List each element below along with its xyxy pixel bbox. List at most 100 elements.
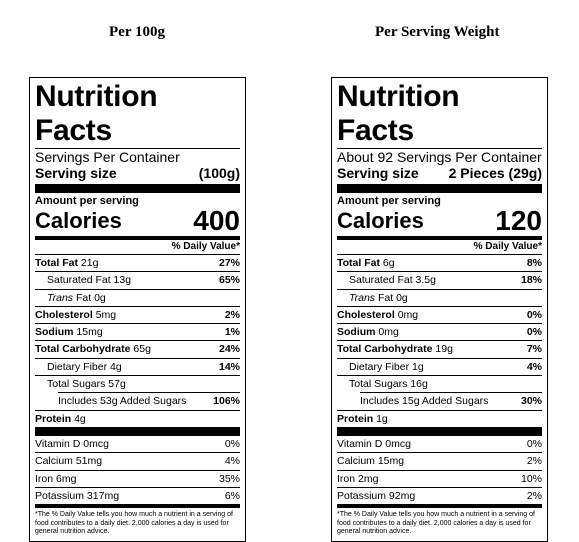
vitamin-label: Potassium 317mg	[35, 489, 120, 502]
nutrient-row-added-sugars: Includes 53g Added Sugars 106%	[58, 392, 240, 409]
nutrient-label: Dietary Fiber	[349, 360, 410, 373]
nutrient-row-total-sugars: Total Sugars 16g	[337, 375, 542, 392]
vitamin-label: Vitamin D 0mcg	[35, 437, 109, 450]
nutrient-dv: 14%	[218, 360, 240, 373]
nutrient-label: Dietary Fiber	[47, 360, 108, 373]
nutrient-label: Cholesterol	[35, 308, 93, 321]
calories-label: Calories	[35, 208, 122, 233]
calories-value: 120	[495, 205, 542, 236]
vitamin-row: Vitamin D 0mcg 0%	[35, 436, 240, 452]
daily-value-header: % Daily Value*	[473, 241, 542, 252]
nutrient-label: Trans	[47, 291, 74, 304]
vitamin-label: Calcium 51mg	[35, 455, 103, 468]
nutrient-dv: 106%	[213, 395, 240, 408]
vitamin-label: Vitamin D 0mcg	[337, 437, 411, 450]
nutrition-facts-title: Nutrition Facts	[35, 80, 158, 147]
nutrient-row-protein: Protein 4g	[35, 409, 240, 427]
nutrient-amount: 19g	[435, 343, 453, 356]
vitamin-dv: 4%	[224, 455, 240, 468]
vitamin-dv: 6%	[224, 489, 240, 502]
nutrient-label: Protein	[35, 412, 72, 425]
serving-size-value: (100g)	[198, 165, 240, 181]
nutrient-dv: 0%	[526, 308, 542, 321]
vitamin-label: Calcium 15mg	[337, 455, 405, 468]
nutrient-label: Trans	[349, 291, 376, 304]
nutrient-amount: 0mg	[397, 308, 419, 321]
vitamin-label: Potassium 92mg	[337, 489, 416, 502]
nutrient-amount: 1g	[412, 360, 424, 373]
nutrient-dv: 24%	[218, 343, 240, 356]
serving-size-row: Serving size (100g)	[35, 165, 240, 184]
vitamin-dv: 0%	[224, 437, 240, 450]
vitamin-row: Iron 6mg 35%	[35, 469, 240, 487]
nutrient-row-trans-fat: Trans Fat 0g	[35, 288, 240, 306]
vitamin-dv: 35%	[218, 472, 240, 485]
vitamin-dv: 0%	[526, 437, 542, 450]
calories-row: Calories 120	[337, 205, 542, 236]
nutrient-amount: 57g	[108, 378, 126, 391]
nutrient-amount: 13g	[113, 274, 132, 287]
nutrient-amount: 1g	[376, 412, 388, 425]
amount-per-serving: Amount per serving	[337, 195, 441, 207]
left-column-header: Per 100g	[109, 24, 165, 40]
calories-value: 400	[193, 205, 240, 236]
nutrient-row-dietary-fiber: Dietary Fiber 1g 4%	[337, 357, 542, 375]
nutrient-label: Sodium	[35, 326, 74, 339]
servings-per-container: Servings Per Container	[35, 149, 180, 165]
right-column-header: Per Serving Weight	[375, 24, 500, 40]
nutrient-amount: 21g	[80, 257, 99, 269]
daily-value-footnote: *The % Daily Value tells you how much a …	[35, 511, 233, 536]
nutrient-label: Total Fat	[337, 257, 380, 269]
nutrient-row-total-sugars: Total Sugars 57g	[35, 375, 240, 392]
nutrient-amount: Fat 0g	[75, 291, 106, 304]
nutrient-dv: 27%	[218, 257, 240, 269]
calories-row: Calories 400	[35, 205, 240, 236]
nutrient-dv: 1%	[224, 326, 240, 339]
serving-size-label: Serving size	[35, 165, 117, 181]
nutrient-label: Saturated Fat	[47, 274, 111, 287]
nutrition-label-per-100g: Nutrition Facts Servings Per Container S…	[29, 77, 246, 542]
nutrient-row-sodium: Sodium 15mg 1%	[35, 323, 240, 340]
serving-size-label: Serving size	[337, 165, 419, 181]
vitamin-label: Iron 2mg	[337, 472, 379, 485]
nutrient-label: Total Carbohydrate	[35, 343, 131, 356]
vitamin-row: Vitamin D 0mcg 0%	[337, 436, 542, 452]
nutrient-row-total-carbohydrate: Total Carbohydrate 19g 7%	[337, 340, 542, 357]
nutrient-row-cholesterol: Cholesterol 0mg 0%	[337, 305, 542, 323]
nutrient-row-protein: Protein 1g	[337, 409, 542, 427]
nutrition-label-per-serving: Nutrition Facts About 92 Servings Per Co…	[331, 77, 548, 542]
nutrient-row-added-sugars: Includes 15g Added Sugars 30%	[360, 392, 542, 409]
nutrient-amount: 4g	[74, 412, 86, 425]
nutrient-dv: 8%	[526, 257, 542, 269]
serving-size-value: 2 Pieces (29g)	[448, 165, 542, 181]
nutrient-label: Includes 53g Added Sugars	[58, 395, 187, 408]
nutrient-label: Total Sugars	[349, 378, 408, 391]
nutrient-amount: 5mg	[95, 308, 117, 321]
nutrient-amount: 6g	[382, 257, 395, 269]
nutrient-amount: 0mg	[378, 326, 399, 339]
nutrient-label: Includes 15g Added Sugars	[360, 395, 489, 408]
nutrient-row-saturated-fat: Saturated Fat 3.5g 18%	[337, 271, 542, 288]
vitamin-row: Potassium 92mg 2%	[337, 486, 542, 504]
daily-value-footnote: *The % Daily Value tells you how much a …	[337, 511, 535, 536]
nutrient-row-total-fat: Total Fat 6g 8%	[337, 254, 542, 271]
nutrient-dv: 7%	[526, 343, 542, 356]
servings-per-container: About 92 Servings Per Container	[337, 149, 542, 165]
nutrient-row-total-carbohydrate: Total Carbohydrate 65g 24%	[35, 340, 240, 357]
nutrient-dv: 4%	[526, 360, 542, 373]
daily-value-header: % Daily Value*	[171, 241, 240, 252]
nutrient-dv: 2%	[224, 308, 240, 321]
vitamin-dv: 2%	[526, 455, 542, 468]
nutrient-row-dietary-fiber: Dietary Fiber 4g 14%	[35, 357, 240, 375]
nutrient-label: Total Sugars	[47, 378, 106, 391]
nutrient-label: Protein	[337, 412, 374, 425]
nutrient-row-sodium: Sodium 0mg 0%	[337, 323, 542, 340]
vitamin-row: Potassium 317mg 6%	[35, 486, 240, 504]
nutrient-amount: 16g	[410, 378, 428, 391]
nutrition-facts-title: Nutrition Facts	[337, 80, 460, 147]
nutrient-label: Total Fat	[35, 257, 78, 269]
calories-label: Calories	[337, 208, 424, 233]
nutrient-amount: 65g	[133, 343, 151, 356]
vitamin-dv: 2%	[526, 489, 542, 502]
vitamin-dv: 10%	[520, 472, 542, 485]
